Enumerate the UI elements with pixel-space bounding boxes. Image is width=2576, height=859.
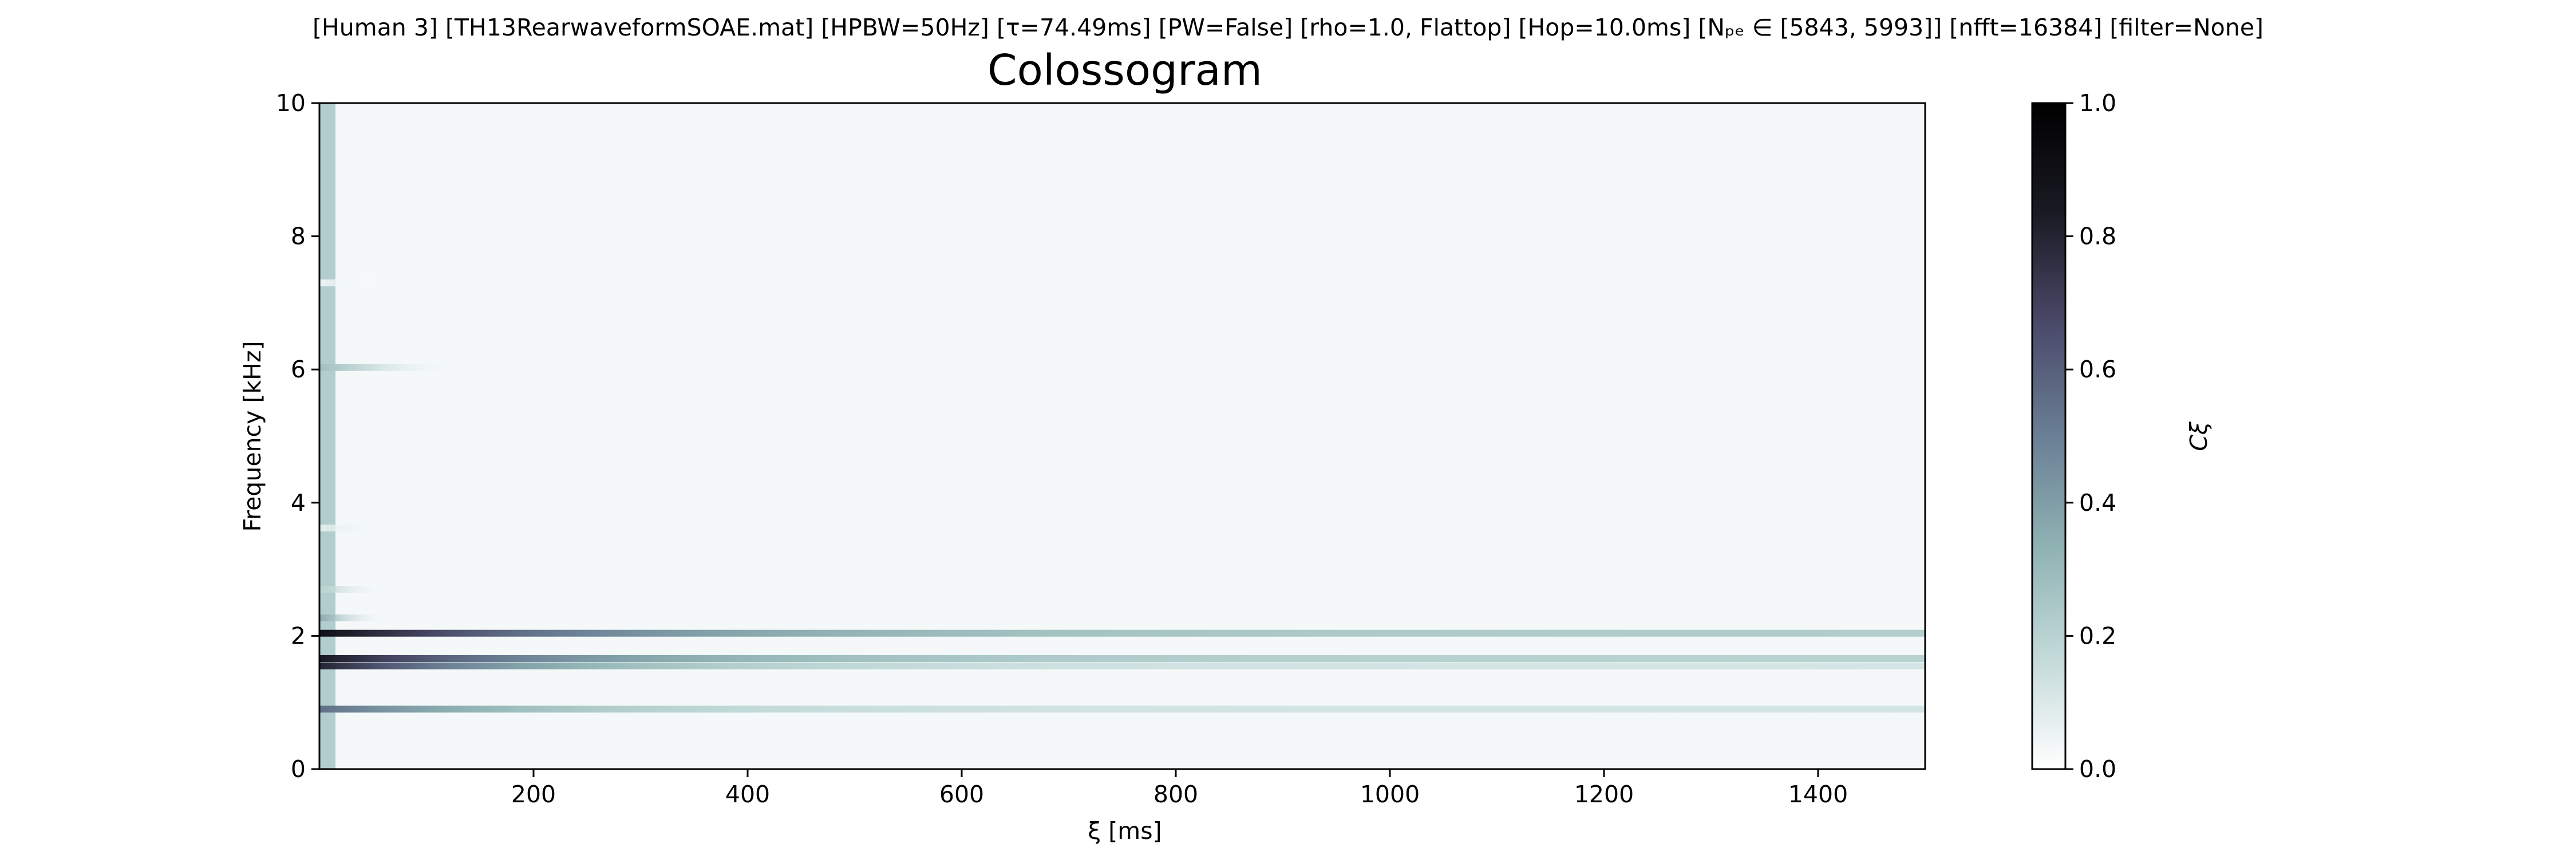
y-tick-label: 8 bbox=[291, 223, 306, 250]
x-tick-label: 800 bbox=[1153, 781, 1198, 808]
heatmap-band bbox=[319, 585, 1925, 593]
colorbar-tick-label: 1.0 bbox=[2079, 89, 2116, 117]
x-axis-label: ξ [ms] bbox=[1088, 817, 1161, 845]
colorbar-tick-label: 0.6 bbox=[2079, 356, 2116, 383]
heatmap-band bbox=[319, 614, 1925, 621]
y-axis: 0 2 4 6 8 10 bbox=[276, 89, 319, 783]
x-tick-label: 1400 bbox=[1788, 781, 1848, 808]
colossogram-heatmap bbox=[319, 103, 1925, 769]
colorbar-label: Cξ bbox=[2185, 421, 2212, 451]
x-tick-label: 1000 bbox=[1360, 781, 1420, 808]
x-tick-label: 200 bbox=[511, 781, 556, 808]
heatmap-band bbox=[319, 279, 1925, 287]
x-tick-label: 400 bbox=[725, 781, 770, 808]
heatmap-band bbox=[319, 364, 1925, 371]
heatmap-band bbox=[319, 662, 1925, 669]
x-tick-label: 600 bbox=[939, 781, 984, 808]
figure-suptitle: [Human 3] [TH13RearwaveformSOAE.mat] [HP… bbox=[313, 14, 2263, 41]
heatmap-band bbox=[319, 629, 1925, 637]
y-axis-label: Frequency [kHz] bbox=[239, 341, 266, 532]
y-tick-label: 10 bbox=[276, 89, 306, 117]
y-tick-label: 6 bbox=[291, 356, 306, 383]
y-tick-label: 0 bbox=[291, 755, 306, 783]
heatmap-band bbox=[319, 655, 1925, 662]
heatmap-band bbox=[319, 524, 1925, 531]
x-axis: 200 400 600 800 1000 1200 1400 bbox=[511, 769, 1848, 808]
colorbar-tick-label: 0.4 bbox=[2079, 489, 2116, 517]
plot-frame bbox=[318, 102, 1926, 770]
y-tick-label: 4 bbox=[291, 489, 306, 517]
x-tick-label: 1200 bbox=[1574, 781, 1634, 808]
chart-title: Colossogram bbox=[987, 46, 1262, 95]
colorbar-tick-label: 0.0 bbox=[2079, 755, 2116, 783]
colorbar-tick-label: 0.8 bbox=[2079, 223, 2116, 250]
y-tick-label: 2 bbox=[291, 622, 306, 649]
heatmap-band bbox=[319, 706, 1925, 713]
colorbar-tick-label: 0.2 bbox=[2079, 622, 2116, 649]
colorbar bbox=[2031, 102, 2067, 770]
colorbar-axis: 0.0 0.2 0.4 0.6 0.8 1.0 bbox=[2065, 89, 2116, 783]
